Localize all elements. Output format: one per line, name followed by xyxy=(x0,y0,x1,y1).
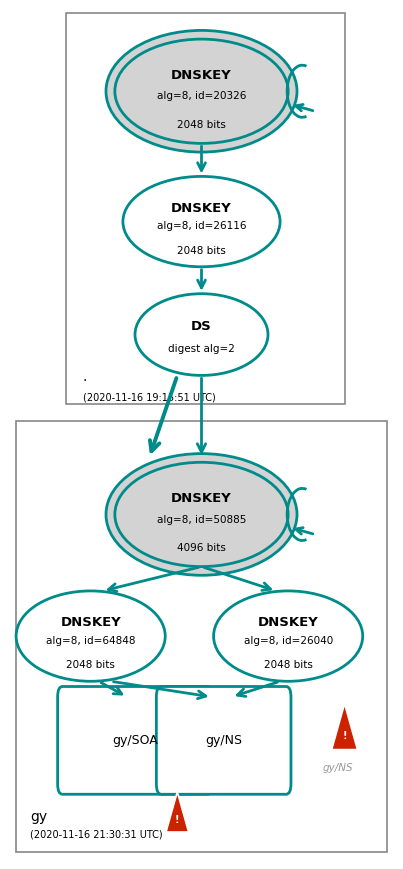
Ellipse shape xyxy=(16,591,165,681)
Text: alg=8, id=20326: alg=8, id=20326 xyxy=(157,91,246,102)
Ellipse shape xyxy=(123,176,280,267)
Text: alg=8, id=64848: alg=8, id=64848 xyxy=(46,635,135,646)
Ellipse shape xyxy=(135,294,268,375)
Ellipse shape xyxy=(106,30,297,152)
Ellipse shape xyxy=(214,591,363,681)
Text: alg=8, id=26040: alg=8, id=26040 xyxy=(243,635,333,646)
FancyBboxPatch shape xyxy=(156,687,291,794)
Text: gy: gy xyxy=(30,810,47,824)
Text: !: ! xyxy=(342,731,347,740)
Text: DNSKEY: DNSKEY xyxy=(258,616,318,629)
Text: alg=8, id=50885: alg=8, id=50885 xyxy=(157,514,246,525)
Text: !: ! xyxy=(175,815,180,825)
Text: gy/SOA: gy/SOA xyxy=(112,734,158,746)
FancyBboxPatch shape xyxy=(66,13,345,404)
Text: 2048 bits: 2048 bits xyxy=(66,660,115,671)
Text: gy/NS: gy/NS xyxy=(205,734,242,746)
Ellipse shape xyxy=(115,462,288,567)
FancyBboxPatch shape xyxy=(16,421,387,852)
Polygon shape xyxy=(166,792,189,832)
Text: gy/NS: gy/NS xyxy=(322,763,353,773)
Text: (2020-11-16 21:30:31 UTC): (2020-11-16 21:30:31 UTC) xyxy=(30,829,163,839)
Ellipse shape xyxy=(106,454,297,575)
Text: (2020-11-16 19:15:51 UTC): (2020-11-16 19:15:51 UTC) xyxy=(83,393,215,403)
Text: DNSKEY: DNSKEY xyxy=(171,202,232,215)
Text: 2048 bits: 2048 bits xyxy=(177,246,226,256)
Text: DNSKEY: DNSKEY xyxy=(171,493,232,505)
Text: 2048 bits: 2048 bits xyxy=(264,660,313,671)
Text: 2048 bits: 2048 bits xyxy=(177,120,226,130)
Text: .: . xyxy=(83,370,87,384)
Text: DS: DS xyxy=(191,320,212,333)
Ellipse shape xyxy=(115,39,288,143)
Polygon shape xyxy=(332,704,357,750)
Text: alg=8, id=26116: alg=8, id=26116 xyxy=(157,221,246,231)
Text: DNSKEY: DNSKEY xyxy=(171,70,232,82)
Text: DNSKEY: DNSKEY xyxy=(60,616,121,629)
Text: digest alg=2: digest alg=2 xyxy=(168,344,235,354)
Text: 4096 bits: 4096 bits xyxy=(177,543,226,554)
FancyBboxPatch shape xyxy=(58,687,212,794)
